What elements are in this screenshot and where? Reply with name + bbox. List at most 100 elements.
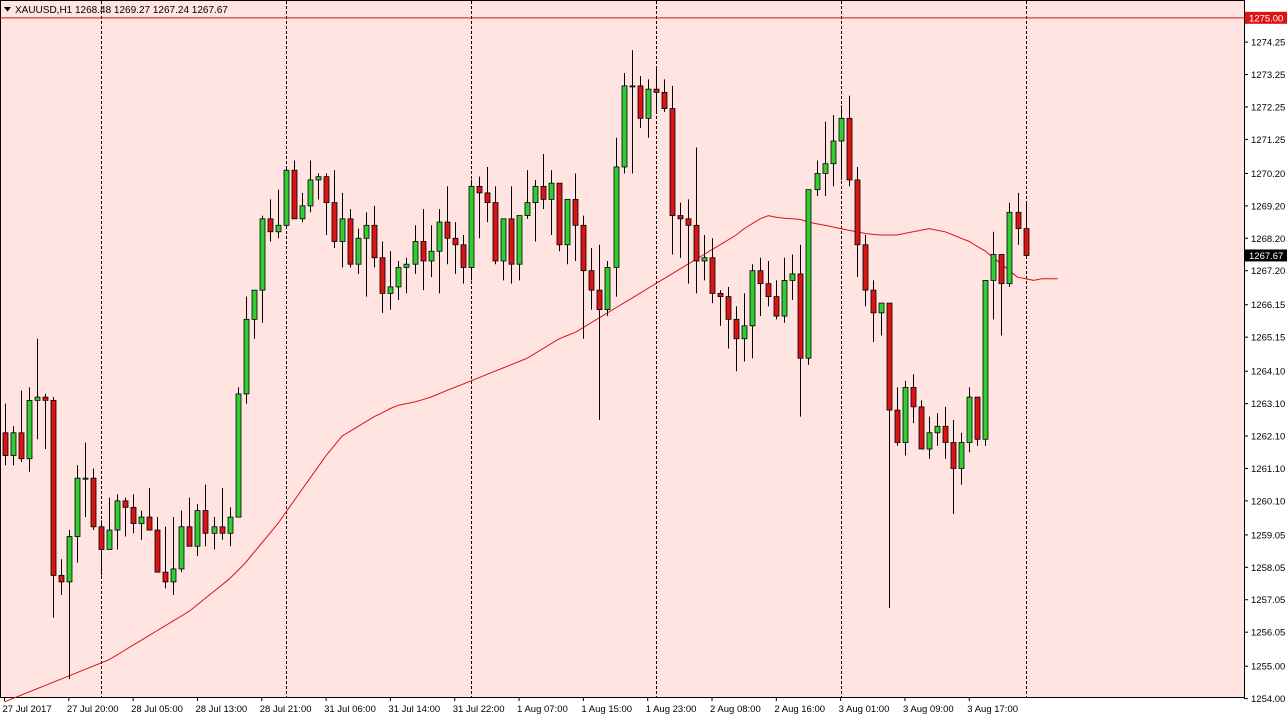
candle: [838, 105, 845, 180]
bear-candle-body: [50, 399, 57, 576]
bull-candle-body: [926, 432, 933, 450]
bear-candle-body: [910, 387, 917, 408]
candle: [950, 419, 957, 514]
bull-candle-body: [781, 280, 788, 317]
candle: [331, 170, 338, 249]
bull-candle-body: [243, 318, 250, 395]
candle: [106, 497, 113, 550]
time-tick-label: 27 Jul 2017: [3, 704, 52, 715]
bear-candle-body: [797, 273, 804, 359]
price-tick-label: 1261.10: [1251, 464, 1285, 475]
price-tick-label: 1254.00: [1251, 694, 1285, 705]
candle: [420, 209, 427, 291]
bear-candle-body: [323, 176, 330, 204]
bear-candle-body: [58, 575, 65, 583]
bear-candle-body: [950, 442, 957, 469]
candle: [299, 192, 306, 223]
price-tick-label: 1257.05: [1251, 595, 1285, 606]
candle: [862, 235, 869, 307]
candle: [34, 338, 41, 440]
candle: [902, 380, 909, 456]
candle: [805, 189, 812, 365]
bull-candle-body: [259, 218, 266, 291]
bear-candle-body: [556, 182, 563, 246]
bear-candle-body: [765, 283, 772, 298]
candle: [653, 66, 660, 112]
candle: [355, 228, 362, 274]
candle: [138, 510, 145, 540]
bear-candle-body: [588, 270, 595, 291]
time-axis: 27 Jul 2017 27 Jul 20:00 28 Jul 05:00 28 Ju…: [3, 697, 1018, 715]
candle: [500, 218, 507, 281]
candle: [661, 79, 668, 112]
bear-candle-body: [146, 516, 153, 531]
candle: [428, 225, 435, 278]
candle: [677, 202, 684, 258]
bear-candle-body: [379, 257, 386, 294]
candle: [814, 160, 821, 197]
bull-candle-body: [10, 432, 17, 456]
price-axis: 1274.25 1273.25 1272.25 1271.25 1270.20 1269.…: [1244, 38, 1285, 705]
ceiling-price-tag-text: 1275.00: [1249, 13, 1283, 24]
bear-candle-body: [42, 396, 49, 401]
candle: [315, 173, 322, 200]
time-tick-label: 27 Jul 20:00: [67, 704, 119, 715]
price-tick-label: 1272.25: [1251, 102, 1285, 113]
chart-menu-arrow-icon[interactable]: [4, 7, 11, 12]
candle: [830, 115, 837, 187]
bull-candle-body: [805, 189, 812, 359]
bear-candle-body: [130, 506, 137, 524]
time-tick-label: 28 Jul 13:00: [195, 704, 247, 715]
bull-candle-body: [516, 215, 523, 265]
candle: [452, 222, 459, 274]
price-tick-label: 1274.25: [1251, 38, 1285, 49]
candle: [556, 182, 563, 252]
bear-candle-body: [653, 88, 660, 93]
bull-candle-body: [235, 393, 242, 518]
candle: [773, 280, 780, 320]
candle: [621, 72, 628, 174]
bear-candle-body: [154, 529, 161, 573]
price-tick-label: 1269.20: [1251, 201, 1285, 212]
candle: [363, 212, 370, 297]
candle: [154, 517, 161, 573]
bull-candle-body: [339, 218, 346, 242]
bull-candle-body: [428, 250, 435, 262]
candle: [436, 209, 443, 294]
bear-candle-body: [98, 526, 105, 550]
candle: [854, 166, 861, 278]
price-tick-label: 1267.20: [1251, 266, 1285, 277]
candle: [637, 76, 644, 129]
candle: [387, 251, 394, 310]
candle: [990, 231, 997, 320]
candle: [918, 400, 925, 450]
candle: [323, 173, 330, 236]
candle: [934, 413, 941, 446]
bear-candle-body: [942, 425, 949, 443]
bull-candle-body: [958, 442, 965, 469]
bull-candle-body: [315, 176, 322, 181]
candle: [1006, 202, 1013, 287]
bull-candle-body: [789, 273, 796, 281]
candle: [259, 215, 266, 323]
bear-candle-body: [998, 254, 1005, 285]
bull-candle-body: [251, 289, 258, 320]
candle: [532, 179, 539, 242]
candle: [162, 526, 169, 589]
bear-candle-body: [846, 117, 853, 181]
candle: [412, 225, 419, 274]
candle: [235, 387, 242, 518]
bear-candle-body: [572, 198, 579, 226]
candle: [98, 520, 105, 576]
bear-candle-body: [894, 409, 901, 443]
bear-candle-body: [484, 192, 491, 204]
candle: [1023, 202, 1030, 258]
bear-candle-body: [90, 477, 97, 528]
time-tick-label: 1 Aug 15:00: [581, 704, 632, 715]
candle: [307, 160, 314, 213]
candle: [283, 166, 290, 229]
candle: [50, 397, 57, 618]
candle: [26, 387, 33, 472]
candle: [2, 403, 9, 466]
